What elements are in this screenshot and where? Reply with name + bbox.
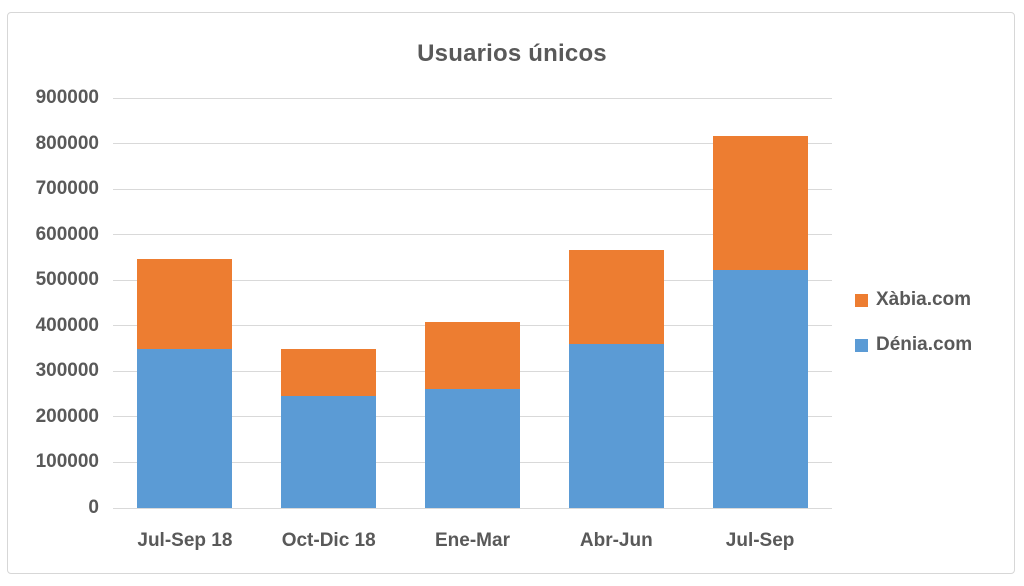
y-tick-label: 300000 xyxy=(35,360,99,382)
gridline xyxy=(113,188,832,190)
chart-title: Usuarios únicos xyxy=(417,40,607,67)
bar-segment xyxy=(568,343,664,508)
legend-swatch-icon xyxy=(855,338,868,352)
x-category-label: Ene-Mar xyxy=(435,530,510,551)
y-tick-label: 0 xyxy=(88,497,99,518)
bar-segment xyxy=(712,269,808,508)
gridline xyxy=(113,234,832,236)
bar-segment xyxy=(137,258,233,349)
y-tick-label: 500000 xyxy=(35,269,99,291)
gridline xyxy=(113,97,832,99)
legend-swatch-icon xyxy=(855,293,868,307)
bar-segment xyxy=(281,396,377,508)
legend-label: Xàbia.com xyxy=(876,289,972,310)
y-tick-label: 700000 xyxy=(35,178,99,200)
x-category-label: Oct-Dic 18 xyxy=(281,530,376,551)
legend-item: Xàbia.com xyxy=(855,288,972,312)
bar-segment xyxy=(425,388,520,508)
bar-segment xyxy=(425,321,520,389)
x-category-label: Jul-Sep xyxy=(725,530,795,551)
y-tick-label: 100000 xyxy=(35,451,99,473)
y-tick-label: 900000 xyxy=(35,87,99,108)
bar-segment xyxy=(281,348,377,397)
x-category-label: Abr-Jun xyxy=(579,530,653,551)
bar-segment xyxy=(137,348,233,508)
bar-segment xyxy=(568,250,664,344)
gridline xyxy=(113,143,832,145)
legend: Xàbia.com Dénia.com xyxy=(855,288,972,378)
y-tick-label: 200000 xyxy=(35,405,99,427)
plot-area xyxy=(113,97,832,509)
legend-label: Dénia.com xyxy=(876,334,973,355)
x-category-label: Jul-Sep 18 xyxy=(137,530,233,551)
bar-segment xyxy=(712,135,808,270)
gridline xyxy=(113,507,832,509)
legend-item: Dénia.com xyxy=(855,333,972,357)
y-tick-label: 400000 xyxy=(35,314,99,336)
y-tick-label: 600000 xyxy=(35,223,99,245)
gridline xyxy=(113,279,832,281)
y-tick-label: 800000 xyxy=(35,132,99,154)
